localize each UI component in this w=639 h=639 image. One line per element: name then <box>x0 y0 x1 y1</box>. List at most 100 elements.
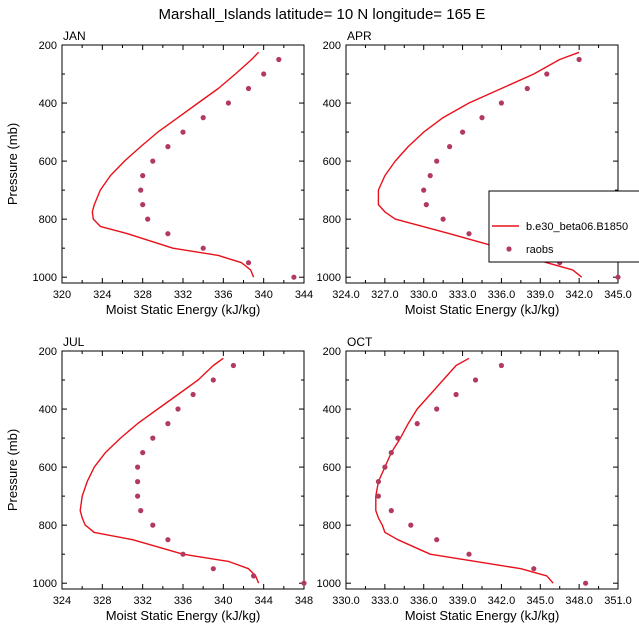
x-tick-label: 339.0 <box>449 595 477 607</box>
x-tick-label: 336.0 <box>410 595 438 607</box>
y-tick-label: 800 <box>39 520 57 532</box>
y-tick-label: 1000 <box>33 272 57 284</box>
raobs-point <box>375 493 381 499</box>
model-profile-line <box>91 51 260 278</box>
raobs-point <box>531 566 537 572</box>
raobs-point <box>408 522 414 528</box>
raobs-point <box>225 100 231 106</box>
x-tick-label: 330.0 <box>410 289 438 301</box>
raobs-point <box>423 202 429 208</box>
x-tick-label: 342.0 <box>565 289 593 301</box>
panel-oct: OCT 330.0 333.0 336.0 339.0 342.0 345.0 348.0 35… <box>317 335 632 623</box>
y-tick-label: 800 <box>39 214 57 226</box>
raobs-point <box>210 566 216 572</box>
x-tick-label: 324 <box>53 595 71 607</box>
raobs-point <box>276 56 282 63</box>
x-tick-label: 348.0 <box>565 595 593 607</box>
raobs-point <box>472 377 479 383</box>
x-tick-label: 336 <box>214 289 232 301</box>
raobs-point <box>414 421 420 427</box>
x-tick-label: 336.0 <box>488 289 516 301</box>
raobs-point <box>135 464 141 470</box>
y-tick-label: 200 <box>39 40 57 52</box>
raobs-point <box>615 274 621 280</box>
x-tick-label: 344 <box>295 289 313 301</box>
raobs-point <box>466 231 472 237</box>
raobs-point <box>200 245 206 251</box>
x-tick-label: 324.0 <box>332 289 360 301</box>
panel-label: JUL <box>63 335 85 349</box>
y-tick-label: 1000 <box>317 272 341 284</box>
x-tick-label: 340 <box>254 289 272 301</box>
raobs-point <box>498 362 504 369</box>
raobs-point <box>190 391 196 398</box>
raobs-point <box>140 173 146 179</box>
x-tick-label: 333.0 <box>371 595 399 607</box>
y-axis-label: Pressure (mb) <box>5 123 20 205</box>
raobs-point <box>291 274 297 280</box>
panel-jan: JAN 320 324 328 332 336 340 344 200 400 600 800 1000… <box>5 29 313 317</box>
panel-label: JAN <box>63 29 86 43</box>
x-tick-label: 320 <box>53 289 71 301</box>
x-tick-label: 344 <box>254 595 272 607</box>
legend-obs-label: raobs <box>526 244 554 256</box>
legend-obs-marker <box>506 246 512 252</box>
y-tick-label: 200 <box>39 346 57 358</box>
raobs-point <box>434 406 440 412</box>
raobs-point <box>165 144 171 150</box>
raobs-point <box>388 450 394 456</box>
raobs-point <box>200 115 206 121</box>
x-tick-label: 327.0 <box>371 289 399 301</box>
raobs-point <box>460 129 466 135</box>
y-tick-label: 400 <box>323 98 341 110</box>
y-tick-label: 600 <box>39 156 57 168</box>
y-tick-label: 600 <box>323 156 341 168</box>
raobs-point <box>583 580 589 586</box>
raobs-point <box>479 115 485 121</box>
raobs-point <box>230 362 236 369</box>
raobs-point <box>375 479 381 485</box>
panel-label: OCT <box>347 335 373 349</box>
x-tick-label: 339.0 <box>527 289 555 301</box>
y-tick-label: 200 <box>323 346 341 358</box>
panels: JAN 320 324 328 332 336 340 344 200 400 600 800 1000… <box>5 29 632 623</box>
figure-title: Marshall_Islands latitude= 10 N longitud… <box>159 6 486 23</box>
raobs-point <box>150 158 156 164</box>
raobs-point <box>498 100 504 106</box>
x-tick-label: 345.0 <box>604 289 632 301</box>
x-tick-label: 330.0 <box>332 595 360 607</box>
y-axis-label: Pressure (mb) <box>5 429 20 511</box>
y-tick-label: 800 <box>323 520 341 532</box>
raobs-point <box>434 158 440 164</box>
panel-jul: JUL 324 328 332 336 340 344 348 200 400 600 800 1000… <box>5 335 313 623</box>
y-tick-label: 1000 <box>33 578 57 590</box>
raobs-point <box>165 231 171 237</box>
legend-model-label: b.e30_beta06.B1850 <box>526 221 628 233</box>
raobs-point <box>150 435 156 441</box>
raobs-point <box>440 216 446 222</box>
raobs-point <box>466 551 472 557</box>
raobs-point <box>135 493 141 499</box>
x-tick-label: 336 <box>174 595 192 607</box>
x-tick-label: 345.0 <box>527 595 555 607</box>
y-tick-label: 400 <box>39 98 57 110</box>
raobs-point <box>427 173 433 179</box>
raobs-point <box>434 537 440 543</box>
raobs-point <box>165 537 171 543</box>
x-tick-label: 332 <box>174 289 192 301</box>
raobs-point <box>301 580 307 586</box>
raobs-point <box>395 435 401 441</box>
raobs-point <box>180 129 186 135</box>
raobs-point <box>180 551 186 557</box>
x-tick-label: 324 <box>93 289 111 301</box>
raobs-point <box>140 202 146 208</box>
raobs-point <box>576 56 582 63</box>
raobs-point <box>175 406 181 412</box>
y-tick-label: 1000 <box>317 578 341 590</box>
x-tick-label: 332 <box>133 595 151 607</box>
x-axis-label: Moist Static Energy (kJ/kg) <box>106 302 261 317</box>
x-tick-label: 333.0 <box>449 289 477 301</box>
plot-frame <box>61 44 305 284</box>
model-profile-line <box>375 357 554 584</box>
